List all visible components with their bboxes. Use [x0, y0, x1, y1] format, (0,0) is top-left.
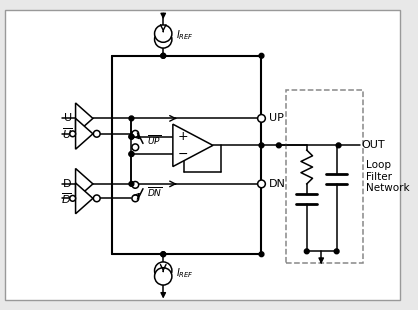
Circle shape — [259, 53, 264, 58]
Circle shape — [155, 262, 172, 279]
Circle shape — [276, 143, 281, 148]
Text: $\overline{D}$: $\overline{D}$ — [61, 191, 72, 206]
Circle shape — [132, 144, 139, 151]
Circle shape — [161, 252, 166, 257]
Circle shape — [93, 131, 100, 137]
Circle shape — [334, 249, 339, 254]
Circle shape — [129, 134, 134, 139]
Text: $I_{REF}$: $I_{REF}$ — [176, 29, 194, 42]
Circle shape — [155, 25, 172, 42]
Text: D: D — [63, 179, 72, 189]
Circle shape — [132, 131, 139, 137]
Circle shape — [257, 180, 265, 188]
Circle shape — [129, 116, 134, 121]
Text: +: + — [178, 130, 188, 143]
Circle shape — [129, 134, 134, 139]
Circle shape — [161, 53, 166, 58]
Circle shape — [129, 152, 134, 157]
Circle shape — [259, 252, 264, 257]
Polygon shape — [173, 124, 213, 166]
Circle shape — [129, 181, 134, 186]
Text: $I_{REF}$: $I_{REF}$ — [176, 267, 194, 280]
Circle shape — [93, 195, 100, 202]
Text: $\overline{U}$: $\overline{U}$ — [61, 126, 72, 141]
Circle shape — [129, 152, 134, 157]
Circle shape — [132, 181, 139, 188]
Polygon shape — [76, 169, 93, 199]
Polygon shape — [76, 183, 93, 214]
Text: −: − — [178, 148, 188, 161]
Circle shape — [132, 195, 139, 202]
Circle shape — [161, 53, 166, 58]
Text: U: U — [64, 113, 72, 123]
Circle shape — [155, 31, 172, 48]
Text: $\overline{UP}$: $\overline{UP}$ — [147, 134, 161, 148]
Text: Network: Network — [367, 183, 410, 193]
Circle shape — [70, 196, 76, 201]
Polygon shape — [76, 103, 93, 134]
Circle shape — [161, 252, 166, 257]
Text: Loop: Loop — [367, 160, 392, 170]
Circle shape — [155, 268, 172, 285]
Circle shape — [336, 143, 341, 148]
Circle shape — [304, 249, 309, 254]
Circle shape — [257, 114, 265, 122]
Text: Filter: Filter — [367, 172, 393, 182]
Polygon shape — [76, 118, 93, 149]
Circle shape — [259, 143, 264, 148]
Text: OUT: OUT — [362, 140, 385, 150]
Text: DN: DN — [269, 179, 286, 189]
Circle shape — [70, 131, 76, 137]
FancyBboxPatch shape — [5, 10, 400, 300]
Text: $\overline{DN}$: $\overline{DN}$ — [147, 185, 163, 198]
Text: UP: UP — [269, 113, 284, 123]
